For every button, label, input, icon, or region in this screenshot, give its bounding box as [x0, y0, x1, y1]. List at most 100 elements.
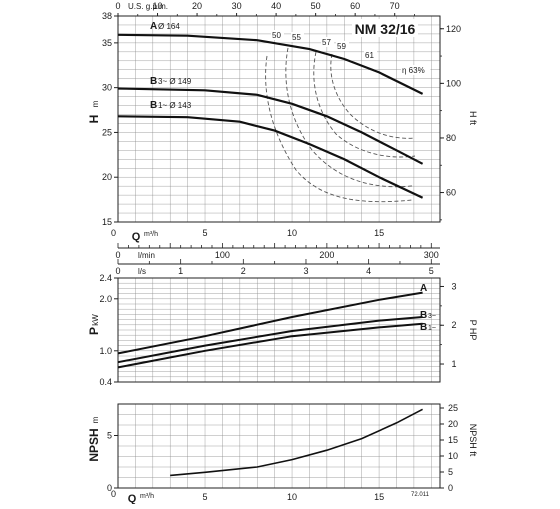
figure-code: 72.011: [411, 492, 430, 498]
right-tick-label: 5: [448, 467, 453, 477]
x-tick-label: 15: [374, 228, 384, 238]
efficiency-contour: [285, 47, 413, 188]
y-tick-label: 38: [102, 11, 112, 21]
power-curve-b1: [117, 322, 423, 369]
ls-tick-label: 3: [303, 266, 308, 276]
ls-tick-label: 1: [178, 266, 183, 276]
x-axis-unit: m³/h: [140, 493, 154, 500]
y-tick-label: 5: [107, 431, 112, 441]
y-tick-label: 25: [102, 127, 112, 137]
efficiency-label: η 63%: [402, 66, 425, 75]
top-tick-label: 0: [115, 1, 120, 11]
head-curve-a: [117, 33, 424, 95]
lmin-tick-label: 300: [424, 250, 439, 260]
lmin-axis-label: l/min: [138, 251, 155, 260]
right-tick-label: 25: [448, 403, 458, 413]
series-label-extra: 3~ Ø 149: [158, 77, 192, 86]
series-label-extra: Ø 164: [158, 22, 180, 31]
top-tick-label: 10: [153, 1, 163, 11]
series-label: B: [420, 310, 427, 321]
right-tick-label: 100: [446, 78, 461, 88]
x-axis-label: Q: [132, 231, 141, 243]
efficiency-label: 61: [365, 51, 374, 60]
y-tick-label: 30: [102, 83, 112, 93]
efficiency-label-bg: [401, 65, 431, 75]
right-tick-label: 1: [451, 359, 456, 369]
x-tick-label: 5: [203, 228, 208, 238]
efficiency-label-bg: [271, 30, 284, 40]
y-tick-label: 35: [102, 38, 112, 48]
x-axis-unit: m³/h: [144, 231, 158, 238]
y-tick-label: 15: [102, 217, 112, 227]
top-tick-label: 60: [350, 1, 360, 11]
series-label: B: [150, 76, 157, 87]
top-tick-label: 40: [271, 1, 281, 11]
right-tick-label: 3: [451, 281, 456, 291]
power-curve-b3: [117, 316, 423, 364]
x-tick-label: 0: [111, 228, 116, 238]
y-axis-unit: m: [91, 416, 100, 423]
efficiency-label-bg: [364, 50, 377, 60]
efficiency-label-bg: [336, 41, 349, 51]
series-label-extra: 1~ Ø 143: [158, 101, 192, 110]
plot-frame: [117, 15, 441, 223]
lmin-tick-label: 200: [319, 250, 334, 260]
top-tick-label: 30: [232, 1, 242, 11]
right-tick-label: 0: [448, 483, 453, 493]
efficiency-contour: [313, 51, 416, 158]
right-axis-label: H ft: [468, 111, 478, 126]
series-label-extra: 3~: [428, 313, 436, 320]
ls-tick-label: 4: [366, 266, 371, 276]
x-axis-label: Q: [128, 493, 137, 504]
model-label-bg: [352, 19, 418, 37]
ls-tick-label: 2: [241, 266, 246, 276]
plot-frame: [117, 277, 441, 383]
y-axis-label: H: [87, 115, 101, 124]
top-axis-label: U.S. g.p.m.: [128, 2, 168, 11]
right-tick-label: 2: [451, 320, 456, 330]
series-label: B: [420, 322, 427, 333]
top-tick-label: 50: [311, 1, 321, 11]
lmin-tick-label: 100: [215, 250, 230, 260]
series-label: A: [150, 21, 157, 32]
y-tick-label: 0.4: [99, 377, 112, 387]
x-tick-label: 10: [287, 492, 297, 502]
y-tick-label: 2.0: [99, 294, 112, 304]
efficiency-label: 59: [337, 42, 346, 51]
power-curve-a: [117, 291, 423, 355]
ls-tick-label: 5: [429, 266, 434, 276]
right-axis-label: NPSH ft: [468, 424, 478, 457]
y-tick-label: 2.4: [99, 273, 112, 283]
right-tick-label: 10: [448, 451, 458, 461]
efficiency-label-bg: [291, 32, 304, 42]
y-axis-unit: kW: [91, 314, 100, 326]
lmin-tick-label: 0: [115, 250, 120, 260]
head-curve-b3: [117, 87, 424, 165]
series-label: B: [150, 100, 157, 111]
right-tick-label: 80: [446, 133, 456, 143]
x-tick-label: 0: [111, 489, 116, 499]
efficiency-label: 57: [322, 38, 331, 47]
y-axis-label: P: [87, 327, 101, 335]
x-tick-label: 15: [374, 492, 384, 502]
top-tick-label: 20: [192, 1, 202, 11]
y-tick-label: 1.0: [99, 346, 112, 356]
right-axis-label: P HP: [468, 320, 478, 341]
x-tick-label: 5: [203, 492, 208, 502]
efficiency-label-bg: [321, 37, 334, 47]
x-tick-label: 10: [287, 228, 297, 238]
model-label: NM 32/16: [355, 21, 416, 37]
series-label: A: [420, 283, 427, 294]
efficiency-label: 50: [272, 31, 281, 40]
ls-axis-label: l/s: [138, 267, 146, 276]
ls-tick-label: 0: [115, 266, 120, 276]
right-tick-label: 60: [446, 188, 456, 198]
series-label-extra: 1~: [428, 325, 436, 332]
npsh-curve: [170, 408, 423, 477]
head-curve-b1: [117, 115, 424, 199]
y-tick-label: 20: [102, 172, 112, 182]
y-axis-unit: m: [91, 100, 100, 107]
y-axis-label: NPSH: [87, 428, 101, 461]
